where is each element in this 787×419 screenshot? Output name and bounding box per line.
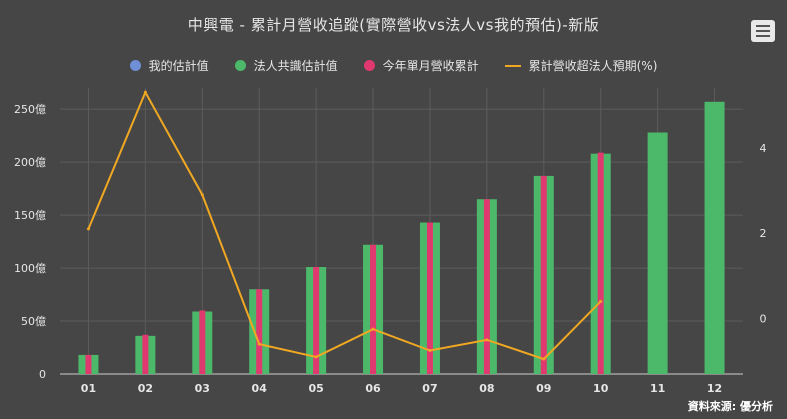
bar-actual-cumulative [540, 175, 547, 374]
line-point [599, 299, 603, 303]
bar-consensus-estimate [647, 132, 668, 374]
bar-actual-cumulative [370, 244, 377, 374]
line-point [200, 193, 204, 197]
x-tick-label: 09 [536, 382, 551, 395]
line-point [314, 355, 318, 359]
x-tick-label: 12 [707, 382, 722, 395]
bar-actual-cumulative [256, 289, 263, 374]
legend-swatch [363, 60, 375, 71]
x-tick-label: 01 [81, 382, 96, 395]
y-left-tick-label: 250億 [14, 103, 46, 116]
x-tick-label: 10 [593, 382, 609, 395]
y-left-tick-label: 50億 [21, 315, 46, 328]
x-tick-label: 05 [308, 382, 323, 395]
legend: 我的估計值 法人共識估計值 今年單月營收累計 累計營收超法人預期(%) [0, 57, 787, 74]
legend-swatch [234, 60, 246, 71]
legend-swatch [129, 60, 141, 71]
legend-label: 法人共識估計值 [253, 59, 338, 73]
bar-actual-cumulative [85, 354, 92, 374]
y-right-tick-label: 2 [760, 227, 767, 240]
bar-actual-cumulative [483, 199, 490, 374]
y-left-tick-label: 200億 [14, 156, 46, 169]
x-tick-label: 11 [650, 382, 665, 395]
hamburger-menu-icon[interactable] [751, 20, 775, 42]
y-left-tick-label: 150億 [14, 209, 46, 222]
legend-swatch [504, 64, 521, 67]
line-point [428, 349, 432, 353]
bar-actual-cumulative [199, 310, 206, 374]
source-credit: 資料來源: 優分析 [687, 400, 773, 413]
legend-label: 我的估計值 [148, 59, 209, 73]
bar-consensus-estimate [704, 101, 725, 374]
y-right-tick-label: 4 [760, 142, 767, 155]
bar-actual-cumulative [142, 334, 149, 374]
line-beat-expectation [87, 89, 602, 361]
x-tick-label: 03 [195, 382, 210, 395]
line-point [371, 327, 375, 331]
legend-item-3[interactable]: 累計營收超法人預期(%) [504, 57, 658, 74]
x-tick-label: 08 [479, 382, 494, 395]
legend-item-1[interactable]: 法人共識估計值 [234, 57, 338, 74]
x-tick-label: 07 [422, 382, 437, 395]
line-point [86, 227, 90, 231]
x-tick-label: 04 [252, 382, 268, 395]
line-point [257, 342, 261, 346]
bar-actual-cumulative [426, 222, 433, 374]
bar-actual-cumulative [597, 152, 604, 374]
y-right-tick-label: 0 [760, 313, 767, 326]
legend-item-0[interactable]: 我的估計值 [129, 57, 209, 74]
line-point [143, 90, 147, 94]
x-tick-label: 02 [138, 382, 153, 395]
y-left-tick-label: 0 [39, 368, 46, 381]
line-point [485, 338, 489, 342]
x-tick-label: 06 [365, 382, 381, 395]
legend-label: 累計營收超法人預期(%) [528, 59, 658, 73]
y-left-tick-label: 100億 [14, 262, 46, 275]
bar-actual-cumulative [313, 267, 320, 374]
legend-label: 今年單月營收累計 [382, 59, 479, 73]
chart-title: 中興電 - 累計月營收追蹤(實際營收vs法人vs我的預估)-新版 [187, 16, 600, 34]
line-point [542, 357, 546, 361]
legend-item-2[interactable]: 今年單月營收累計 [363, 57, 479, 74]
